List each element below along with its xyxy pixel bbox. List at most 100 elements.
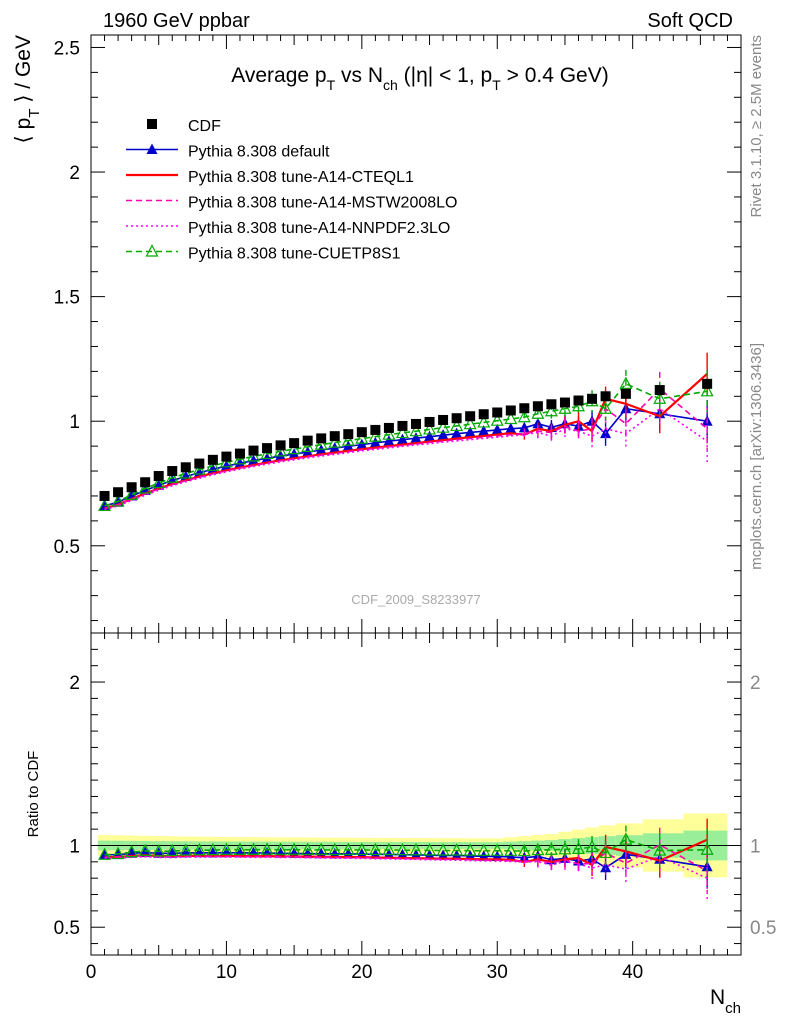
main-x-ticks (90, 35, 742, 633)
data-point-pythia-8-308-tune-cuetp8s1 (619, 376, 633, 389)
data-point-pythia-8-308-tune-cuetp8s1 (111, 846, 125, 860)
chart-title: Average pT vs Nch (|η| < 1, pT > 0.4 GeV… (231, 64, 609, 93)
y-tick-label: 0.5 (54, 537, 80, 558)
data-point-cdf (654, 385, 665, 396)
data-point-pythia-8-308-tune-cuetp8s1 (504, 411, 518, 425)
x-tick-label: 10 (216, 962, 237, 983)
data-point-cdf (289, 438, 300, 449)
data-point-pythia-8-308-tune-cuetp8s1 (477, 415, 491, 428)
data-point-pythia-8-308-tune-cuetp8s1 (368, 429, 382, 442)
data-point-cdf (113, 487, 124, 498)
data-point-pythia-8-308-default (356, 848, 368, 859)
data-point-pythia-8-308-default (600, 861, 612, 873)
data-point-pythia-8-308-tune-cuetp8s1 (125, 844, 139, 858)
data-point-pythia-8-308-tune-cuetp8s1 (531, 842, 545, 856)
data-point-cdf (153, 471, 164, 482)
main-y-ticks: 0.5 1 1.5 2 2.5 (54, 38, 741, 622)
data-point-pythia-8-308-tune-cuetp8s1 (111, 494, 125, 507)
data-point-cdf (126, 482, 137, 493)
data-point-pythia-8-308-tune-cuetp8s1 (653, 391, 667, 404)
data-point-pythia-8-308-tune-cuetp8s1 (206, 842, 220, 856)
data-point-pythia-8-308-default (491, 423, 503, 435)
main-panel: 0.5 1 1.5 2 2.5 Average pT vs Nch (|η| < 1, … (12, 34, 742, 634)
legend-marker-pythia-8-308-default (146, 143, 158, 154)
data-point-pythia-8-308-tune-cuetp8s1 (355, 842, 369, 856)
data-point-pythia-8-308-default (329, 847, 341, 859)
data-point-pythia-8-308-tune-cuetp8s1 (572, 841, 585, 855)
data-point-pythia-8-308-default (288, 847, 300, 858)
ratio-frame (90, 632, 742, 956)
data-point-pythia-8-308-default (356, 438, 368, 450)
data-point-cdf (275, 440, 286, 451)
data-point-pythia-8-308-default (505, 422, 517, 434)
data-point-pythia-8-308-tune-cuetp8s1 (138, 481, 152, 494)
data-point-pythia-8-308-tune-cuetp8s1 (436, 420, 450, 433)
data-point-pythia-8-308-default (518, 421, 530, 433)
data-point-cdf (532, 401, 543, 412)
data-point-cdf (505, 405, 516, 416)
data-point-pythia-8-308-default (342, 847, 354, 859)
data-point-pythia-8-308-tune-cuetp8s1 (558, 841, 572, 855)
data-point-pythia-8-308-default (464, 426, 476, 437)
legend-label: Pythia 8.308 tune-CUETP8S1 (188, 246, 401, 263)
data-point-pythia-8-308-tune-cuetp8s1 (544, 842, 558, 855)
data-point-pythia-8-308-tune-cuetp8s1 (436, 843, 450, 856)
reference-label: CDF_2009_S8233977 (351, 592, 480, 607)
series-line-pythia-8-308-tune-a14-nnpdf2-3lo (104, 407, 708, 511)
ratio-y-ticks: 0.5 0.5 1 1 2 2 (54, 648, 776, 945)
data-point-pythia-8-308-tune-cuetp8s1 (477, 843, 491, 856)
data-point-cdf (207, 454, 218, 465)
data-point-pythia-8-308-tune-cuetp8s1 (490, 843, 504, 856)
data-point-pythia-8-308-tune-cuetp8s1 (463, 416, 477, 430)
main-series (98, 352, 714, 512)
header-left: 1960 GeV ppbar (103, 10, 250, 32)
data-point-pythia-8-308-default (701, 860, 713, 872)
data-point-pythia-8-308-default (220, 460, 232, 471)
data-point-pythia-8-308-tune-cuetp8s1 (314, 437, 328, 450)
data-point-pythia-8-308-tune-cuetp8s1 (558, 401, 572, 414)
series-line-pythia-8-308-tune-cuetp8s1 (104, 838, 708, 856)
data-point-pythia-8-308-default (369, 848, 381, 859)
data-point-cdf (99, 490, 110, 501)
data-point-pythia-8-308-tune-cuetp8s1 (314, 842, 328, 855)
data-point-cdf (492, 407, 503, 418)
data-point-pythia-8-308-tune-cuetp8s1 (274, 444, 288, 457)
legend: CDF Pythia 8.308 default Pythia 8.308 tune… (126, 118, 457, 263)
data-point-pythia-8-308-tune-cuetp8s1 (98, 847, 112, 860)
data-point-pythia-8-308-tune-cuetp8s1 (463, 843, 477, 856)
data-point-pythia-8-308-tune-cuetp8s1 (517, 409, 531, 423)
data-point-pythia-8-308-tune-cuetp8s1 (423, 422, 437, 435)
data-point-cdf (620, 388, 631, 399)
legend-label: Pythia 8.308 tune-A14-NNPDF2.3LO (188, 220, 450, 237)
data-point-cdf (451, 413, 462, 424)
data-point-pythia-8-308-tune-cuetp8s1 (585, 839, 599, 853)
data-point-pythia-8-308-default (207, 463, 219, 474)
data-point-cdf (248, 445, 259, 456)
data-point-pythia-8-308-tune-cuetp8s1 (165, 843, 179, 857)
data-point-pythia-8-308-tune-cuetp8s1 (341, 842, 355, 856)
data-point-pythia-8-308-tune-cuetp8s1 (328, 435, 342, 448)
x-tick-label: 30 (487, 962, 508, 983)
data-point-pythia-8-308-tune-cuetp8s1 (247, 842, 260, 855)
data-point-pythia-8-308-tune-cuetp8s1 (98, 498, 112, 512)
data-point-pythia-8-308-default (261, 847, 273, 858)
legend-label: Pythia 8.308 tune-A14-MSTW2008LO (188, 195, 457, 212)
data-point-cdf (180, 462, 191, 473)
data-point-cdf (546, 399, 557, 410)
data-point-pythia-8-308-default (234, 457, 246, 468)
data-point-pythia-8-308-default (383, 848, 395, 859)
data-point-pythia-8-308-default (275, 847, 287, 858)
data-point-cdf (262, 443, 273, 454)
data-point-pythia-8-308-tune-cuetp8s1 (450, 843, 464, 856)
data-point-pythia-8-308-tune-cuetp8s1 (504, 843, 518, 856)
legend-label: Pythia 8.308 tune-A14-CTEQL1 (188, 169, 414, 186)
data-point-pythia-8-308-tune-cuetp8s1 (152, 475, 166, 489)
data-point-pythia-8-308-tune-cuetp8s1 (219, 842, 233, 855)
data-point-pythia-8-308-tune-cuetp8s1 (301, 439, 315, 452)
data-point-pythia-8-308-tune-cuetp8s1 (490, 413, 504, 426)
data-point-pythia-8-308-default (261, 452, 273, 463)
y-tick-label: 0.5 (54, 918, 80, 939)
ratio-x-ticks (90, 633, 742, 955)
data-point-pythia-8-308-tune-cuetp8s1 (599, 401, 613, 414)
